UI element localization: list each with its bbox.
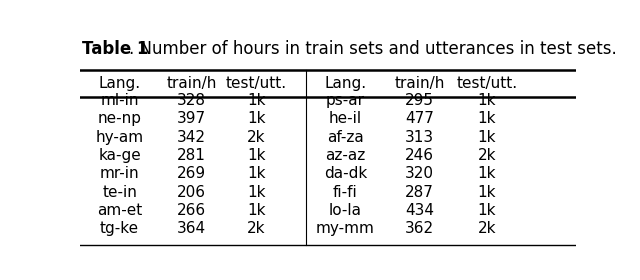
Text: 342: 342: [177, 130, 206, 144]
Text: 1k: 1k: [477, 93, 496, 108]
Text: ml-in: ml-in: [100, 93, 139, 108]
Text: mr-in: mr-in: [100, 166, 140, 181]
Text: 1k: 1k: [247, 111, 266, 126]
Text: 313: 313: [405, 130, 435, 144]
Text: 295: 295: [405, 93, 435, 108]
Text: lo-la: lo-la: [329, 203, 362, 218]
Text: am-et: am-et: [97, 203, 142, 218]
Text: 1k: 1k: [477, 185, 496, 200]
Text: az-az: az-az: [325, 148, 365, 163]
Text: 362: 362: [405, 221, 435, 236]
Text: 2k: 2k: [477, 221, 496, 236]
Text: 269: 269: [177, 166, 206, 181]
Text: 364: 364: [177, 221, 206, 236]
Text: 2k: 2k: [247, 130, 266, 144]
Text: 1k: 1k: [247, 93, 266, 108]
Text: Lang.: Lang.: [324, 76, 367, 91]
Text: 2k: 2k: [247, 221, 266, 236]
Text: test/utt.: test/utt.: [225, 76, 287, 91]
Text: tg-ke: tg-ke: [100, 221, 140, 236]
Text: 1k: 1k: [477, 111, 496, 126]
Text: 281: 281: [177, 148, 206, 163]
Text: 1k: 1k: [477, 203, 496, 218]
Text: 1k: 1k: [247, 148, 266, 163]
Text: 320: 320: [405, 166, 435, 181]
Text: 1k: 1k: [247, 203, 266, 218]
Text: hy-am: hy-am: [95, 130, 144, 144]
Text: 2k: 2k: [477, 148, 496, 163]
Text: 397: 397: [177, 111, 206, 126]
Text: ps-ar: ps-ar: [326, 93, 365, 108]
Text: da-dk: da-dk: [324, 166, 367, 181]
Text: 246: 246: [405, 148, 435, 163]
Text: Lang.: Lang.: [99, 76, 141, 91]
Text: train/h: train/h: [166, 76, 217, 91]
Text: 328: 328: [177, 93, 206, 108]
Text: Table 1: Table 1: [83, 40, 149, 58]
Text: 1k: 1k: [247, 185, 266, 200]
Text: ne-np: ne-np: [98, 111, 141, 126]
Text: 1k: 1k: [477, 166, 496, 181]
Text: train/h: train/h: [395, 76, 445, 91]
Text: my-mm: my-mm: [316, 221, 375, 236]
Text: 206: 206: [177, 185, 206, 200]
Text: 1k: 1k: [477, 130, 496, 144]
Text: ka-ge: ka-ge: [99, 148, 141, 163]
Text: te-in: te-in: [102, 185, 137, 200]
Text: af-za: af-za: [327, 130, 364, 144]
Text: . Number of hours in train sets and utterances in test sets.: . Number of hours in train sets and utte…: [129, 40, 616, 58]
Text: 477: 477: [405, 111, 434, 126]
Text: he-il: he-il: [329, 111, 362, 126]
Text: 287: 287: [405, 185, 434, 200]
Text: fi-fi: fi-fi: [333, 185, 358, 200]
Text: test/utt.: test/utt.: [456, 76, 517, 91]
Text: 266: 266: [177, 203, 206, 218]
Text: 1k: 1k: [247, 166, 266, 181]
Text: 434: 434: [405, 203, 435, 218]
